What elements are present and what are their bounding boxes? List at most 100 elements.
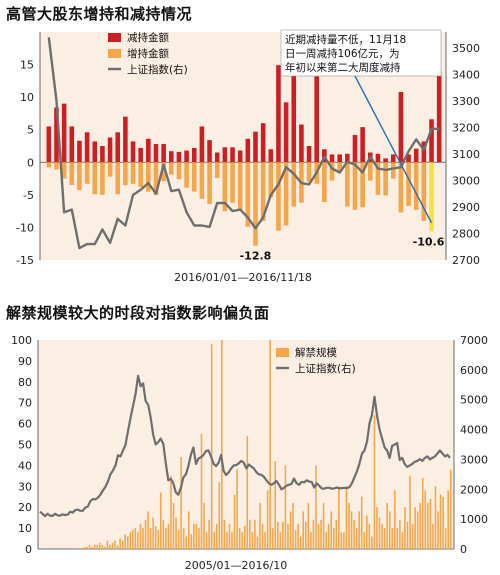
reduce-bar <box>115 132 121 163</box>
unlock-bar <box>437 511 439 549</box>
unlock-bar <box>343 532 345 549</box>
reduce-bar <box>54 107 59 163</box>
increase-bar <box>237 162 243 211</box>
unlock-bar <box>205 532 208 549</box>
unlock-bar <box>416 511 419 549</box>
unlock-bar <box>368 523 371 549</box>
reduce-bar <box>406 154 411 163</box>
last-value-label: -10.6 <box>413 235 445 248</box>
increase-bar <box>421 162 427 221</box>
increase-bar <box>77 162 82 191</box>
unlock-bar <box>114 540 116 549</box>
y-right-tick-label: 3000 <box>460 453 488 466</box>
plot-background <box>38 340 454 549</box>
unlock-bar <box>223 519 226 549</box>
unlock-bar <box>134 528 137 549</box>
unlock-bar <box>338 486 340 549</box>
y-left-tick-label: 70 <box>18 397 32 410</box>
reduce-bar <box>413 148 419 163</box>
unlock-bar <box>289 511 292 549</box>
unlock-bar <box>376 507 378 549</box>
unlock-bar <box>139 523 142 549</box>
unlock-bar <box>152 517 154 549</box>
reduce-bar <box>352 134 358 163</box>
increase-bar <box>153 162 159 195</box>
unlock-bar <box>144 519 147 549</box>
increase-bar <box>245 162 251 227</box>
unlock-bar <box>208 519 210 549</box>
unlock-bar <box>371 536 373 549</box>
y-left-tick-label: 15 <box>20 59 34 72</box>
unlock-bar <box>327 523 330 549</box>
unlock-bar <box>254 519 256 549</box>
unlock-bar <box>399 519 401 549</box>
unlock-bar <box>444 528 447 549</box>
unlock-bar <box>373 415 376 549</box>
unlock-bar <box>193 523 195 549</box>
unlock-bar <box>297 523 299 549</box>
y-left-tick-label: 90 <box>18 355 32 368</box>
increase-bar <box>413 162 419 210</box>
reduce-bar <box>253 131 258 163</box>
increase-bar <box>161 162 166 182</box>
reduce-bar <box>214 152 220 163</box>
unlock-bar <box>142 528 144 549</box>
unlock-bar <box>236 469 238 549</box>
unlock-bar <box>335 519 338 549</box>
unlock-bar <box>200 434 203 549</box>
x-axis-label: 2016/01/01—2016/11/18 <box>174 271 312 284</box>
increase-bar <box>337 162 342 171</box>
unlock-bar <box>429 498 432 549</box>
unlock-bar <box>310 532 312 549</box>
unlock-bar <box>287 523 289 549</box>
increase-bar <box>406 162 411 206</box>
unlock-bar <box>348 503 350 549</box>
reduce-bar <box>268 149 274 163</box>
increase-bar <box>130 162 136 184</box>
unlock-bar <box>172 503 175 549</box>
reduce-bar <box>84 132 90 163</box>
unlock-bar <box>411 523 414 549</box>
unlock-bar <box>185 536 188 549</box>
unlock-bar <box>231 532 233 549</box>
unlock-bar <box>277 521 279 549</box>
index-line <box>47 37 440 250</box>
unlock-bar <box>121 540 124 549</box>
unlock-bar <box>215 523 218 549</box>
reduce-bar <box>429 119 434 163</box>
reduce-bar <box>360 127 365 163</box>
unlock-bar <box>381 523 383 549</box>
increase-bar <box>214 162 220 178</box>
reduce-bar <box>138 147 143 163</box>
reduce-bar <box>100 146 105 163</box>
unlock-bar <box>187 511 190 549</box>
index-line <box>39 374 451 518</box>
legend-label-index: 上证指数(右) <box>295 362 356 375</box>
reduce-bar <box>390 154 396 163</box>
legend-label-unlock: 解禁规模 <box>295 346 337 359</box>
unlock-bar <box>132 530 134 549</box>
unlock-bar <box>282 521 284 549</box>
unlock-bar <box>388 511 391 549</box>
increase-bar <box>176 162 182 180</box>
y-right-tick-label: 2700 <box>452 254 480 267</box>
y-left-tick-label: 20 <box>18 501 32 514</box>
increase-bar <box>54 162 59 170</box>
increase-bar <box>253 162 258 246</box>
unlock-bar <box>332 528 335 549</box>
unlock-bar <box>396 528 399 549</box>
reduce-bar <box>123 116 128 163</box>
reduce-bar <box>306 146 312 163</box>
reduce-bar <box>184 150 189 163</box>
increase-bar <box>184 162 189 188</box>
increase-bar <box>199 162 205 199</box>
unlock-bar <box>218 482 221 549</box>
y-right-tick-label: 7000 <box>460 334 488 347</box>
reduce-bar <box>130 141 136 163</box>
unlock-bar <box>119 538 121 549</box>
unlock-bar <box>432 523 434 549</box>
min-value-label: -12.8 <box>240 250 272 263</box>
y-left-tick-label: 80 <box>18 376 32 389</box>
reduce-bar <box>260 123 266 163</box>
increase-bar <box>306 162 312 182</box>
